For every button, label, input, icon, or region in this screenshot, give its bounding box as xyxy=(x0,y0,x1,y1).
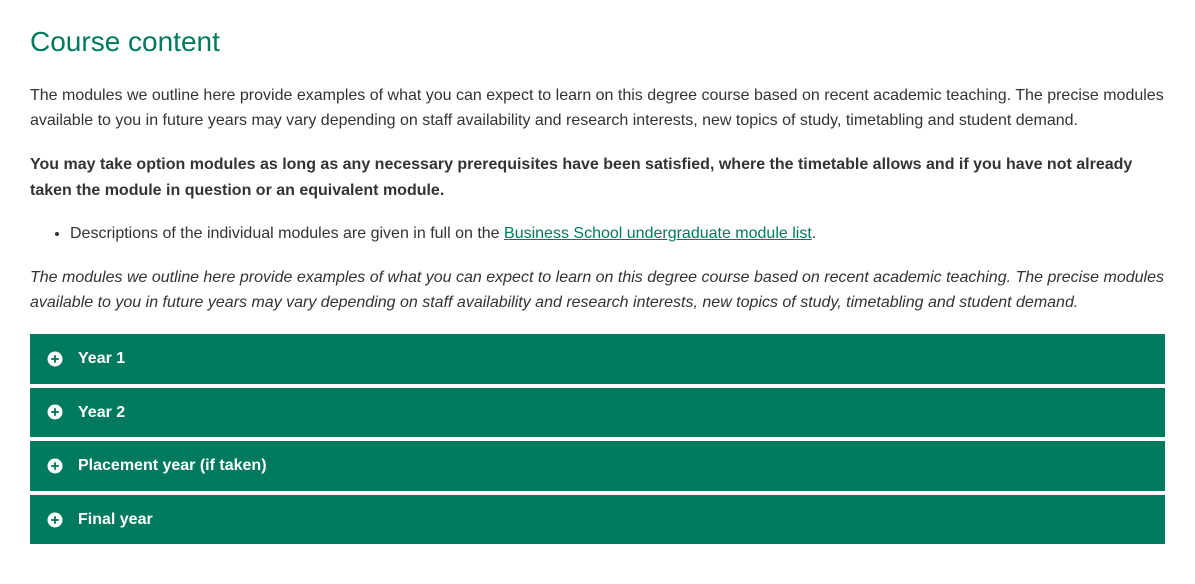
plus-circle-icon xyxy=(46,350,64,368)
disclaimer-paragraph: The modules we outline here provide exam… xyxy=(30,265,1165,316)
accordion-label: Year 2 xyxy=(78,400,125,426)
accordion-placement[interactable]: Placement year (if taken) xyxy=(30,441,1165,491)
module-link-list: Descriptions of the individual modules a… xyxy=(70,221,1165,247)
prerequisites-note: You may take option modules as long as a… xyxy=(30,152,1165,203)
plus-circle-icon xyxy=(46,511,64,529)
intro-paragraph: The modules we outline here provide exam… xyxy=(30,83,1165,134)
accordion-final[interactable]: Final year xyxy=(30,495,1165,545)
bullet-suffix: . xyxy=(812,225,816,242)
accordion-label: Placement year (if taken) xyxy=(78,453,267,479)
accordion-year1[interactable]: Year 1 xyxy=(30,334,1165,384)
plus-circle-icon xyxy=(46,403,64,421)
accordion-label: Final year xyxy=(78,507,153,533)
module-link-item: Descriptions of the individual modules a… xyxy=(70,221,1165,247)
plus-circle-icon xyxy=(46,457,64,475)
accordion-year2[interactable]: Year 2 xyxy=(30,388,1165,438)
module-list-link[interactable]: Business School undergraduate module lis… xyxy=(504,225,812,242)
accordion-label: Year 1 xyxy=(78,346,125,372)
course-content-heading: Course content xyxy=(30,20,1165,65)
bullet-prefix: Descriptions of the individual modules a… xyxy=(70,225,504,242)
